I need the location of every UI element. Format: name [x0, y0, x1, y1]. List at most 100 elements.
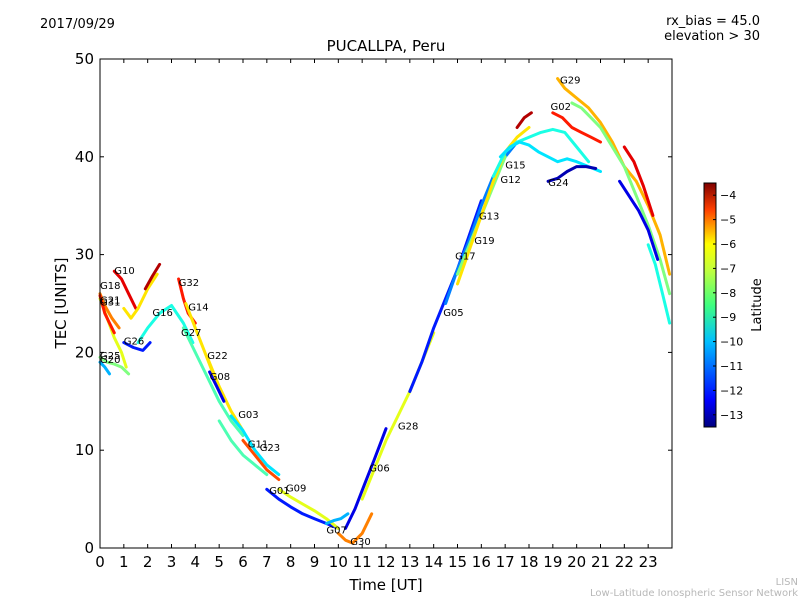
series-label-g32: G32	[179, 278, 199, 289]
y-tick-label: 40	[75, 148, 94, 166]
series-line-g25	[98, 355, 131, 376]
x-tick-label: 12	[376, 553, 395, 571]
date-label: 2017/09/29	[40, 17, 115, 32]
series-line-g16	[136, 304, 195, 345]
series-line-g09	[277, 487, 340, 530]
series-label-g22: G22	[207, 351, 227, 362]
series-line-g07	[324, 512, 350, 525]
x-tick-label: 15	[448, 553, 467, 571]
colorbar-tick-label: −4	[720, 189, 736, 202]
x-tick-label: 13	[400, 553, 419, 571]
elevation-label: elevation > 30	[664, 29, 760, 44]
x-tick-label: 20	[567, 553, 586, 571]
x-axis-label: Time [UT]	[348, 576, 422, 594]
series-line-g15	[498, 140, 602, 173]
y-tick-label: 10	[75, 441, 94, 459]
series-line-g26	[122, 341, 152, 352]
series-label-g18: G18	[100, 281, 120, 292]
series-label-g11: G11	[248, 439, 268, 450]
series-line-g22	[205, 355, 245, 433]
series-label-g29: G29	[560, 76, 580, 87]
watermark-long: Low-Latitude Ionospheric Sensor Network	[590, 588, 798, 599]
series-label-g08: G08	[210, 372, 230, 383]
series-label-g15: G15	[505, 161, 525, 172]
series-label-g19: G19	[474, 236, 494, 247]
x-tick-label: 22	[615, 553, 634, 571]
series-label-g06: G06	[369, 464, 389, 475]
series-line-g16c	[143, 262, 162, 291]
series-label-g30: G30	[350, 537, 370, 548]
series-label-g21: G21	[100, 296, 120, 307]
colorbar-tick-label: −13	[720, 409, 743, 422]
series-line-g02	[551, 111, 602, 144]
series-label-g20: G20	[100, 355, 120, 366]
series-label-g12: G12	[500, 175, 520, 186]
series-label-g17: G17	[455, 252, 475, 263]
y-axis: 0 10 20 30 40 50	[75, 50, 672, 557]
series-line-g17	[456, 126, 531, 286]
series-line-g29d	[622, 145, 655, 217]
x-tick-label: 7	[262, 553, 272, 571]
series-label-g09: G09	[286, 483, 306, 494]
series-label-g16: G16	[152, 308, 172, 319]
series-line-g29e	[646, 243, 672, 325]
x-tick-label: 4	[191, 553, 201, 571]
colorbar-label: Latitude	[750, 278, 765, 332]
colorbar-tick-label: −5	[720, 214, 736, 227]
series-line-g05	[408, 199, 483, 393]
x-tick-label: 3	[167, 553, 177, 571]
series-label-g03: G03	[238, 410, 258, 421]
series-layer	[98, 77, 672, 545]
x-tick-label: 1	[119, 553, 129, 571]
x-tick-label: 14	[424, 553, 443, 571]
y-tick-label: 0	[84, 539, 94, 557]
series-label-g27: G27	[181, 328, 201, 339]
chart-title: PUCALLPA, Peru	[326, 37, 446, 55]
series-label-g14: G14	[188, 302, 208, 313]
series-label-g10: G10	[114, 266, 134, 277]
rx-bias-label: rx_bias = 45.0	[666, 14, 760, 29]
series-label-g23: G23	[260, 443, 280, 454]
colorbar-tick-label: −11	[720, 360, 743, 373]
colorbar-tick-label: −6	[720, 238, 736, 251]
series-line-g03	[229, 414, 281, 477]
series-line-g29c	[618, 179, 660, 261]
colorbar-tick-label: −8	[720, 287, 736, 300]
series-line-g10	[112, 269, 138, 310]
x-tick-label: 11	[353, 553, 372, 571]
series-line-g16b	[122, 272, 159, 320]
series-line-g31	[98, 294, 116, 335]
series-label-g01: G01	[269, 486, 289, 497]
watermark-short: LISN	[775, 577, 798, 588]
x-tick-label: 23	[639, 553, 658, 571]
series-label-g13: G13	[479, 211, 499, 222]
colorbar-tick-label: −12	[720, 384, 743, 397]
series-label-g25: G25	[100, 351, 120, 362]
x-tick-label: 10	[329, 553, 348, 571]
x-tick-label: 16	[472, 553, 491, 571]
series-label-g28: G28	[398, 422, 418, 433]
series-label-g07: G07	[326, 525, 346, 536]
x-tick-label: 19	[543, 553, 562, 571]
series-label-g24: G24	[548, 178, 568, 189]
x-tick-label: 5	[214, 553, 224, 571]
y-axis-label: TEC [UNITS]	[52, 258, 70, 350]
colorbar-tick-label: −10	[720, 336, 743, 349]
x-tick-label: 0	[95, 553, 105, 571]
series-line-g23	[241, 438, 281, 481]
colorbar-tick-label: −7	[720, 262, 736, 275]
series-line-g27	[181, 326, 245, 437]
x-tick-label: 9	[310, 553, 320, 571]
series-label-g02: G02	[551, 102, 571, 113]
colorbar-tick-label: −9	[720, 311, 736, 324]
series-line-g20	[98, 360, 111, 376]
series-label-g31: G31	[100, 298, 120, 309]
y-tick-label: 50	[75, 50, 94, 68]
x-tick-label: 21	[591, 553, 610, 571]
x-tick-label: 18	[519, 553, 538, 571]
series-line-g29b	[570, 101, 672, 296]
series-line-g08	[208, 370, 226, 403]
series-line-g30	[336, 512, 374, 545]
